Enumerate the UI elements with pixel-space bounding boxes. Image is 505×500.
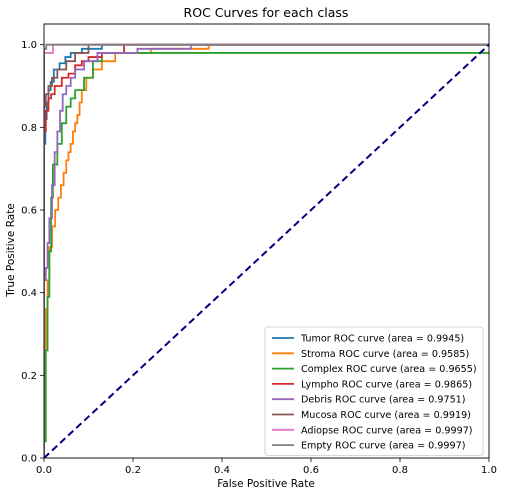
- y-axis-label: True Positive Rate: [5, 203, 17, 298]
- legend-entry-label: Debris ROC curve (area = 0.9751): [301, 395, 466, 406]
- roc-curve-3: [44, 52, 489, 458]
- x-tick-label: 0.8: [392, 465, 408, 476]
- roc-curve-4: [44, 43, 489, 458]
- x-tick-label: 0.4: [214, 465, 230, 476]
- roc-curve-5: [44, 43, 489, 458]
- legend: Tumor ROC curve (area = 0.9945) Stroma RO…: [264, 326, 484, 456]
- plot-data: [44, 43, 489, 458]
- chance-diagonal-line: [44, 43, 489, 458]
- y-tick-label: 0.6: [21, 206, 37, 217]
- legend-entry-label: Tumor ROC curve (area = 0.9945): [300, 334, 464, 345]
- x-tick-label: 0.0: [36, 465, 52, 476]
- x-tick-label: 0.6: [303, 465, 319, 476]
- legend-entry-label: Empty ROC curve (area = 0.9997): [301, 441, 465, 452]
- legend-box: [264, 326, 484, 456]
- plot-frame: [43, 23, 490, 459]
- legend-entry-label: Complex ROC curve (area = 0.9655): [301, 364, 477, 375]
- legend-entry-label: Lympho ROC curve (area = 0.9865): [301, 379, 472, 390]
- roc-curve-6: [44, 43, 489, 458]
- x-axis-label: False Positive Rate: [217, 478, 315, 490]
- y-tick-label: 1.0: [21, 40, 37, 51]
- x-tick-label: 1.0: [481, 465, 497, 476]
- y-tick-label: 0.0: [21, 454, 37, 465]
- y-tick-label: 0.8: [21, 123, 37, 134]
- y-tick-label: 0.4: [21, 288, 37, 299]
- legend-entry-label: Stroma ROC curve (area = 0.9585): [301, 349, 469, 360]
- roc-curve-8: [44, 43, 489, 458]
- legend-entry-label: Mucosa ROC curve (area = 0.9919): [301, 410, 471, 421]
- legend-entry-label: Adiopse ROC curve (area = 0.9997): [301, 425, 473, 436]
- axis-ticks: 0.0 0.2 0.4 0.6 0.8 1.0 0.0 0.2 0.4 0.6 0.8 1.0: [21, 40, 497, 476]
- chart-title: ROC Curves for each class: [184, 5, 349, 20]
- x-tick-label: 0.2: [125, 465, 141, 476]
- y-tick-label: 0.2: [21, 371, 37, 382]
